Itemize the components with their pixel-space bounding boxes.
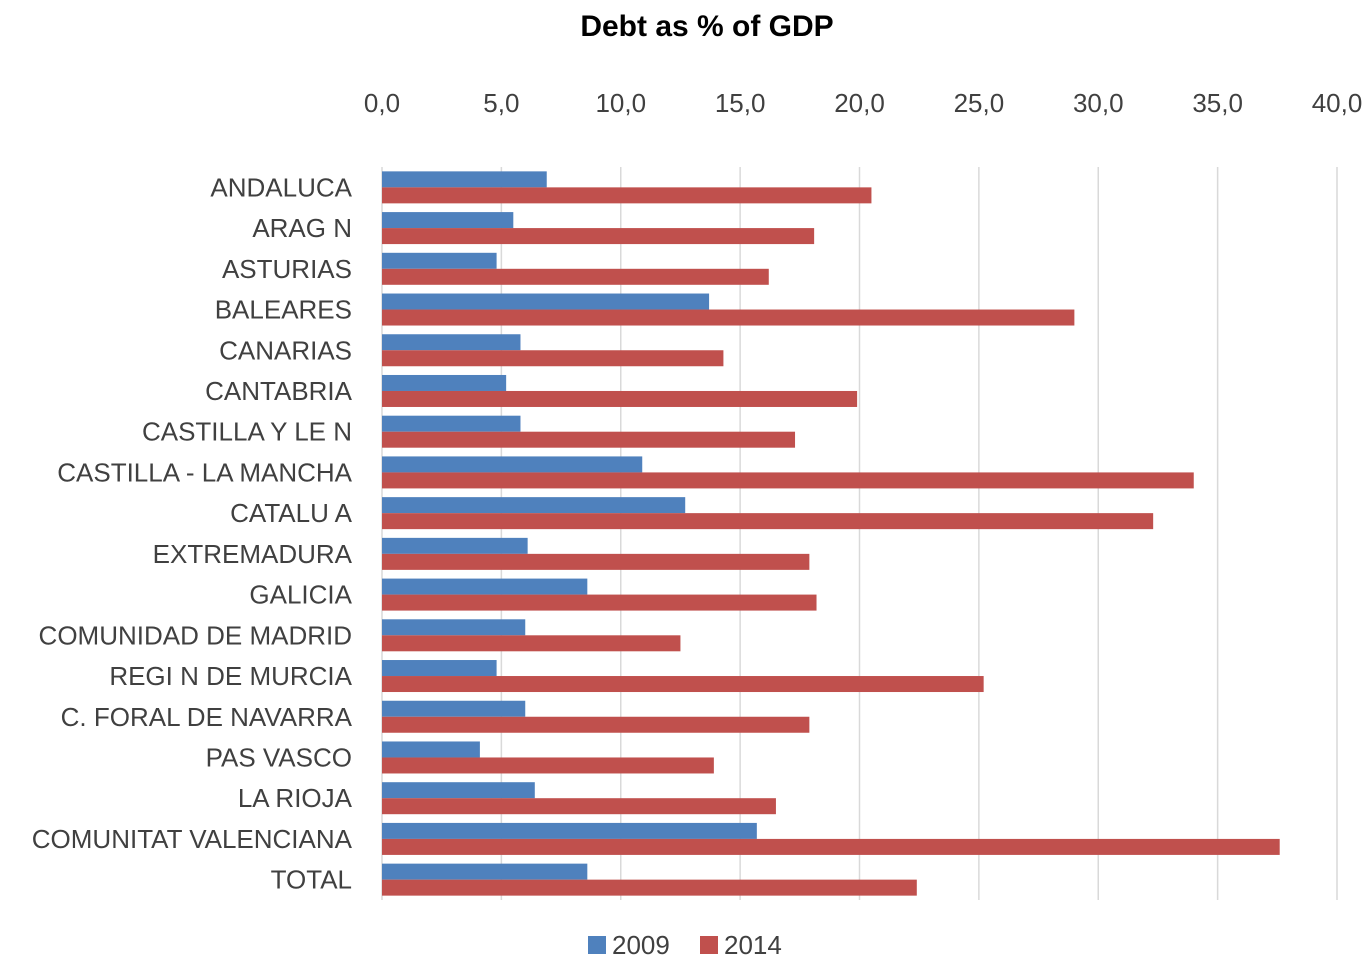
bar-2014 bbox=[382, 310, 1074, 326]
bar-2014 bbox=[382, 350, 723, 366]
x-tick-label: 5,0 bbox=[483, 88, 519, 118]
bar-2014 bbox=[382, 717, 809, 733]
legend-swatch-2009 bbox=[588, 936, 606, 954]
bar-2014 bbox=[382, 676, 984, 692]
bar-2009 bbox=[382, 782, 535, 798]
x-tick-label: 35,0 bbox=[1192, 88, 1243, 118]
bar-2009 bbox=[382, 375, 506, 391]
bar-2009 bbox=[382, 416, 520, 432]
category-label: REGI N DE MURCIA bbox=[109, 661, 352, 691]
legend: 2009 2014 bbox=[588, 930, 782, 960]
category-label: CASTILLA Y LE N bbox=[142, 417, 352, 447]
x-tick-label: 15,0 bbox=[715, 88, 766, 118]
category-label: ANDALUC A bbox=[210, 172, 352, 202]
bar-2014 bbox=[382, 839, 1280, 855]
category-label: C. FORAL DE NAVARRA bbox=[61, 702, 353, 732]
bar-2014 bbox=[382, 554, 809, 570]
bar-2009 bbox=[382, 456, 642, 472]
bar-2014 bbox=[382, 757, 714, 773]
category-label: GALICIA bbox=[249, 580, 352, 610]
bar-2009 bbox=[382, 823, 757, 839]
bar-2014 bbox=[382, 432, 795, 448]
bars bbox=[382, 171, 1280, 895]
category-label: COMUNITAT VALENCIANA bbox=[32, 824, 353, 854]
category-label: CANARIAS bbox=[219, 335, 352, 365]
bar-2009 bbox=[382, 701, 525, 717]
legend-label-2009: 2009 bbox=[612, 930, 670, 960]
bar-2009 bbox=[382, 660, 497, 676]
bar-2014 bbox=[382, 269, 769, 285]
x-tick-label: 0,0 bbox=[364, 88, 400, 118]
bar-2014 bbox=[382, 595, 817, 611]
category-label: LA RIOJA bbox=[238, 783, 353, 813]
category-label: CANTABRIA bbox=[205, 376, 353, 406]
bar-2014 bbox=[382, 472, 1194, 488]
legend-swatch-2014 bbox=[700, 936, 718, 954]
bar-2009 bbox=[382, 212, 513, 228]
bar-2009 bbox=[382, 579, 587, 595]
bar-2014 bbox=[382, 228, 814, 244]
category-label: ARAG N bbox=[252, 213, 352, 243]
x-axis-ticks: 0,0 5,0 10,0 15,0 20,0 25,0 30,0 35,0 40,0 bbox=[364, 88, 1362, 118]
category-label: EXTREMADURA bbox=[153, 539, 353, 569]
bar-2014 bbox=[382, 798, 776, 814]
legend-label-2014: 2014 bbox=[724, 930, 782, 960]
bar-2009 bbox=[382, 864, 587, 880]
bar-2009 bbox=[382, 334, 520, 350]
category-label: BALEARES bbox=[215, 295, 352, 325]
bar-2014 bbox=[382, 513, 1153, 529]
category-label: COMUNIDAD DE MADRID bbox=[39, 620, 352, 650]
bar-2009 bbox=[382, 294, 709, 310]
bar-2009 bbox=[382, 171, 547, 187]
bar-2014 bbox=[382, 187, 871, 203]
category-labels: ANDALUC A ARAG N ASTURIAS BALEARES CANARIAS C… bbox=[32, 172, 353, 894]
x-tick-label: 30,0 bbox=[1073, 88, 1124, 118]
category-label: PA S VASCO bbox=[206, 742, 352, 772]
bar-2014 bbox=[382, 880, 917, 896]
bar-2009 bbox=[382, 497, 685, 513]
chart-title: Debt as % of GDP bbox=[580, 10, 833, 43]
x-tick-label: 20,0 bbox=[834, 88, 885, 118]
x-tick-label: 25,0 bbox=[954, 88, 1005, 118]
bar-2009 bbox=[382, 253, 497, 269]
bar-2009 bbox=[382, 619, 525, 635]
bar-2014 bbox=[382, 635, 680, 651]
bar-2009 bbox=[382, 741, 480, 757]
bar-2009 bbox=[382, 538, 528, 554]
category-label: CATALU A bbox=[230, 498, 353, 528]
category-label: TOTAL bbox=[271, 865, 352, 895]
category-label: ASTURIAS bbox=[222, 254, 352, 284]
category-label: CASTILLA - LA MANCHA bbox=[57, 457, 352, 487]
bar-2014 bbox=[382, 391, 857, 407]
x-tick-label: 40,0 bbox=[1312, 88, 1363, 118]
x-tick-label: 10,0 bbox=[595, 88, 646, 118]
